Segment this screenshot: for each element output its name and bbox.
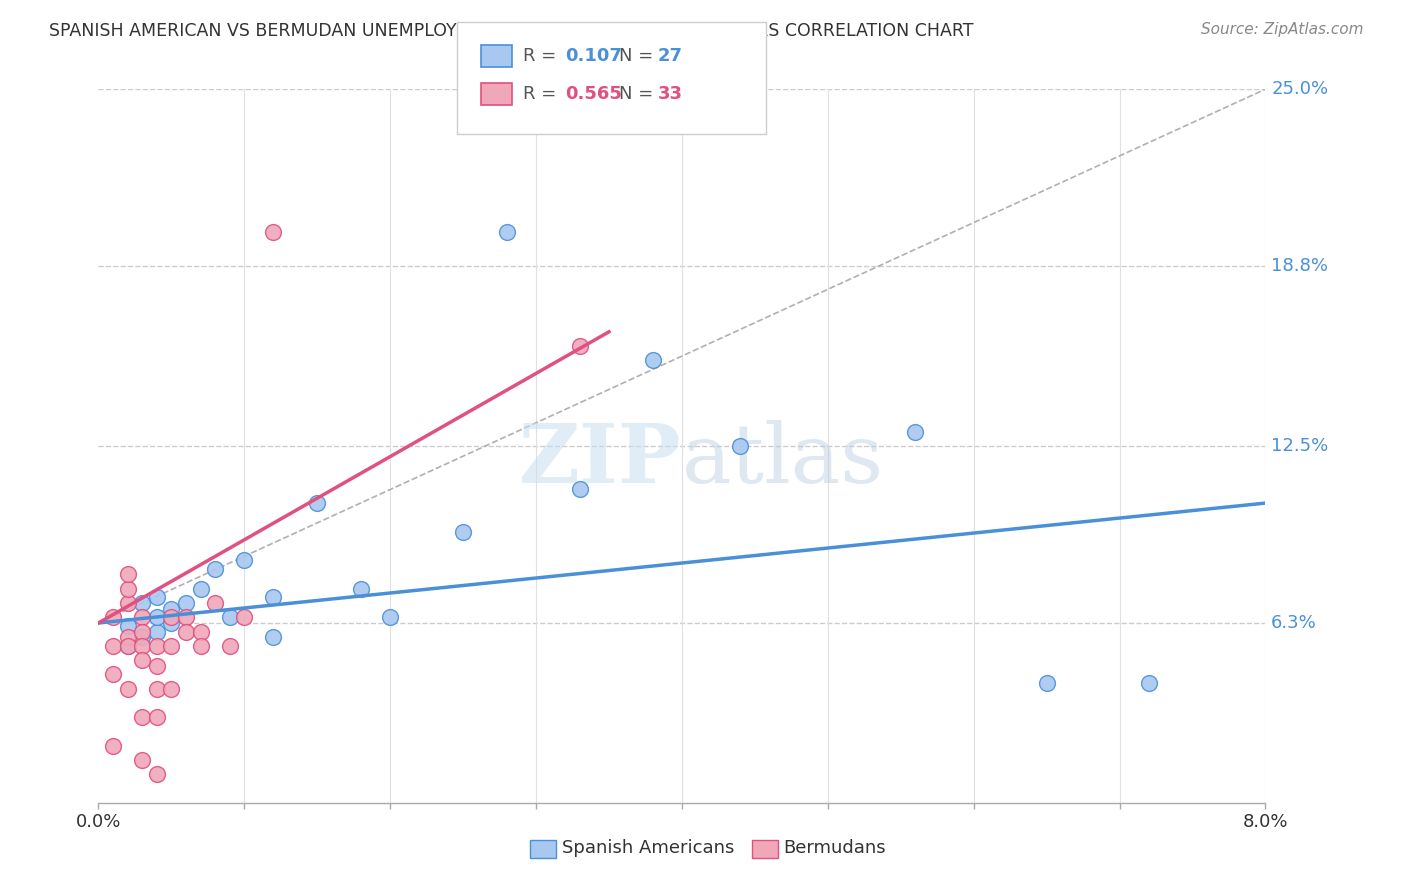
Point bbox=[146, 767, 169, 781]
Point bbox=[174, 610, 197, 624]
Point bbox=[218, 639, 240, 653]
Text: 33: 33 bbox=[658, 85, 683, 103]
Point bbox=[262, 225, 284, 239]
Point bbox=[131, 610, 153, 624]
Point bbox=[262, 591, 284, 605]
Point bbox=[350, 582, 373, 596]
Point bbox=[131, 596, 153, 610]
Text: ZIP: ZIP bbox=[519, 420, 682, 500]
Point bbox=[101, 639, 124, 653]
Point bbox=[117, 567, 139, 582]
Point bbox=[233, 610, 256, 624]
Point bbox=[307, 496, 329, 510]
Point bbox=[146, 624, 169, 639]
Point bbox=[146, 639, 169, 653]
Text: 0.565: 0.565 bbox=[565, 85, 621, 103]
Point bbox=[131, 710, 153, 724]
Text: R =: R = bbox=[523, 47, 562, 65]
Point bbox=[730, 439, 752, 453]
Point bbox=[262, 630, 284, 644]
Point bbox=[380, 610, 402, 624]
Point bbox=[160, 615, 183, 630]
Text: Bermudans: Bermudans bbox=[783, 839, 886, 857]
Point bbox=[101, 739, 124, 753]
Text: 12.5%: 12.5% bbox=[1271, 437, 1329, 455]
Point bbox=[160, 610, 183, 624]
Point bbox=[101, 667, 124, 681]
Point bbox=[174, 624, 197, 639]
Point bbox=[451, 524, 474, 539]
Bar bbox=[752, 840, 778, 858]
Point bbox=[146, 658, 169, 673]
Text: Source: ZipAtlas.com: Source: ZipAtlas.com bbox=[1201, 22, 1364, 37]
Point bbox=[117, 681, 139, 696]
Point bbox=[204, 596, 226, 610]
Text: 27: 27 bbox=[658, 47, 683, 65]
Point bbox=[117, 596, 139, 610]
Point bbox=[146, 610, 169, 624]
Point bbox=[904, 425, 927, 439]
Point bbox=[160, 681, 183, 696]
Point bbox=[101, 610, 124, 624]
Point bbox=[218, 610, 240, 624]
Point bbox=[641, 353, 664, 368]
Point bbox=[146, 591, 169, 605]
Point bbox=[160, 639, 183, 653]
Point bbox=[146, 681, 169, 696]
Text: 6.3%: 6.3% bbox=[1271, 614, 1317, 632]
Point bbox=[117, 639, 139, 653]
Point bbox=[117, 619, 139, 633]
Point bbox=[174, 596, 197, 610]
Text: SPANISH AMERICAN VS BERMUDAN UNEMPLOYMENT AMONG AGES 55 TO 59 YEARS CORRELATION : SPANISH AMERICAN VS BERMUDAN UNEMPLOYMEN… bbox=[49, 22, 974, 40]
Point bbox=[117, 630, 139, 644]
Text: 25.0%: 25.0% bbox=[1271, 80, 1329, 98]
Point bbox=[117, 582, 139, 596]
Point bbox=[131, 639, 153, 653]
Point bbox=[146, 710, 169, 724]
Point bbox=[1137, 676, 1160, 690]
Point bbox=[1035, 676, 1057, 690]
Text: 0.107: 0.107 bbox=[565, 47, 621, 65]
Point bbox=[568, 482, 591, 496]
Text: N =: N = bbox=[619, 47, 658, 65]
Text: Spanish Americans: Spanish Americans bbox=[562, 839, 734, 857]
Bar bbox=[530, 840, 555, 858]
Text: N =: N = bbox=[619, 85, 658, 103]
Point bbox=[233, 553, 256, 567]
Point bbox=[117, 639, 139, 653]
Text: atlas: atlas bbox=[682, 420, 884, 500]
Point bbox=[190, 639, 212, 653]
Text: 18.8%: 18.8% bbox=[1271, 257, 1329, 275]
Point bbox=[131, 653, 153, 667]
Point bbox=[190, 624, 212, 639]
Point bbox=[131, 753, 153, 767]
Point bbox=[204, 562, 226, 576]
Point bbox=[131, 630, 153, 644]
Text: R =: R = bbox=[523, 85, 562, 103]
Point bbox=[160, 601, 183, 615]
Point bbox=[131, 624, 153, 639]
Point bbox=[568, 339, 591, 353]
Point bbox=[496, 225, 519, 239]
Point bbox=[190, 582, 212, 596]
